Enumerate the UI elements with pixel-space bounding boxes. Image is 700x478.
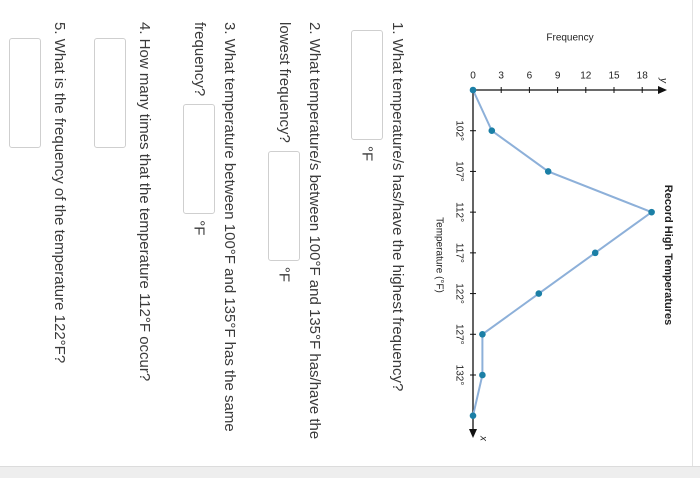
- data-point: [479, 371, 486, 379]
- data-point: [479, 330, 486, 338]
- y-axis-arrow: [658, 86, 667, 94]
- question-text: 1. What temperature/s has/have the highe…: [389, 22, 406, 392]
- y-tick-label: 9: [555, 71, 561, 82]
- x-tick-label: 117°: [453, 243, 464, 263]
- answer-box[interactable]: [351, 30, 383, 140]
- x-tick-label: 127°: [453, 324, 464, 345]
- y-tick-label: 12: [580, 71, 592, 82]
- y-tick-label: 18: [637, 71, 649, 82]
- x-tick-label: 112°: [453, 202, 464, 222]
- answer-box[interactable]: [183, 104, 215, 215]
- data-point: [648, 208, 655, 216]
- data-point: [544, 168, 552, 175]
- y-tick-label: 15: [608, 71, 620, 82]
- answer-box[interactable]: [268, 150, 300, 261]
- question: 3. What temperature between 100°F and 13…: [183, 22, 244, 462]
- unit: °F: [190, 220, 208, 236]
- data-point: [469, 412, 477, 420]
- x-tick-label: 132°: [453, 365, 464, 386]
- data-point: [488, 127, 496, 135]
- x-tick-label: 122°: [453, 283, 464, 304]
- chart-title: Record High Temperatures: [662, 185, 674, 325]
- data-line: [472, 89, 654, 416]
- x-tick-label: 102°: [453, 120, 464, 141]
- answer-box[interactable]: [94, 38, 126, 148]
- unit: °F: [275, 266, 293, 283]
- question: 5. What is the frequency of the temperat…: [9, 22, 74, 462]
- y-tick-label: 3: [498, 71, 504, 82]
- data-point: [535, 290, 543, 297]
- question: 1. What temperature/s has/have the highe…: [351, 22, 412, 462]
- unit: °F: [358, 146, 376, 162]
- question: 4. How many times that the temperature 1…: [94, 22, 159, 462]
- answer-box[interactable]: [9, 38, 41, 148]
- question-text: 4. How many times that the temperature 1…: [136, 22, 153, 382]
- y-tick-label: 0: [470, 71, 476, 82]
- y-tick-label: 6: [527, 71, 533, 82]
- question: 2. What temperature/s between 100°F and …: [268, 22, 329, 462]
- y-axis-label: Frequency: [546, 33, 593, 44]
- data-point: [591, 249, 599, 257]
- question-text: 5. What is the frequency of the temperat…: [51, 22, 68, 364]
- data-point: [469, 86, 477, 94]
- x-tick-label: 107°: [453, 161, 464, 182]
- x-axis-arrow: [469, 429, 477, 438]
- y-axis-letter: y: [657, 77, 668, 84]
- x-axis-letter: x: [477, 435, 488, 442]
- x-axis-label: Temperature (°F): [433, 217, 444, 293]
